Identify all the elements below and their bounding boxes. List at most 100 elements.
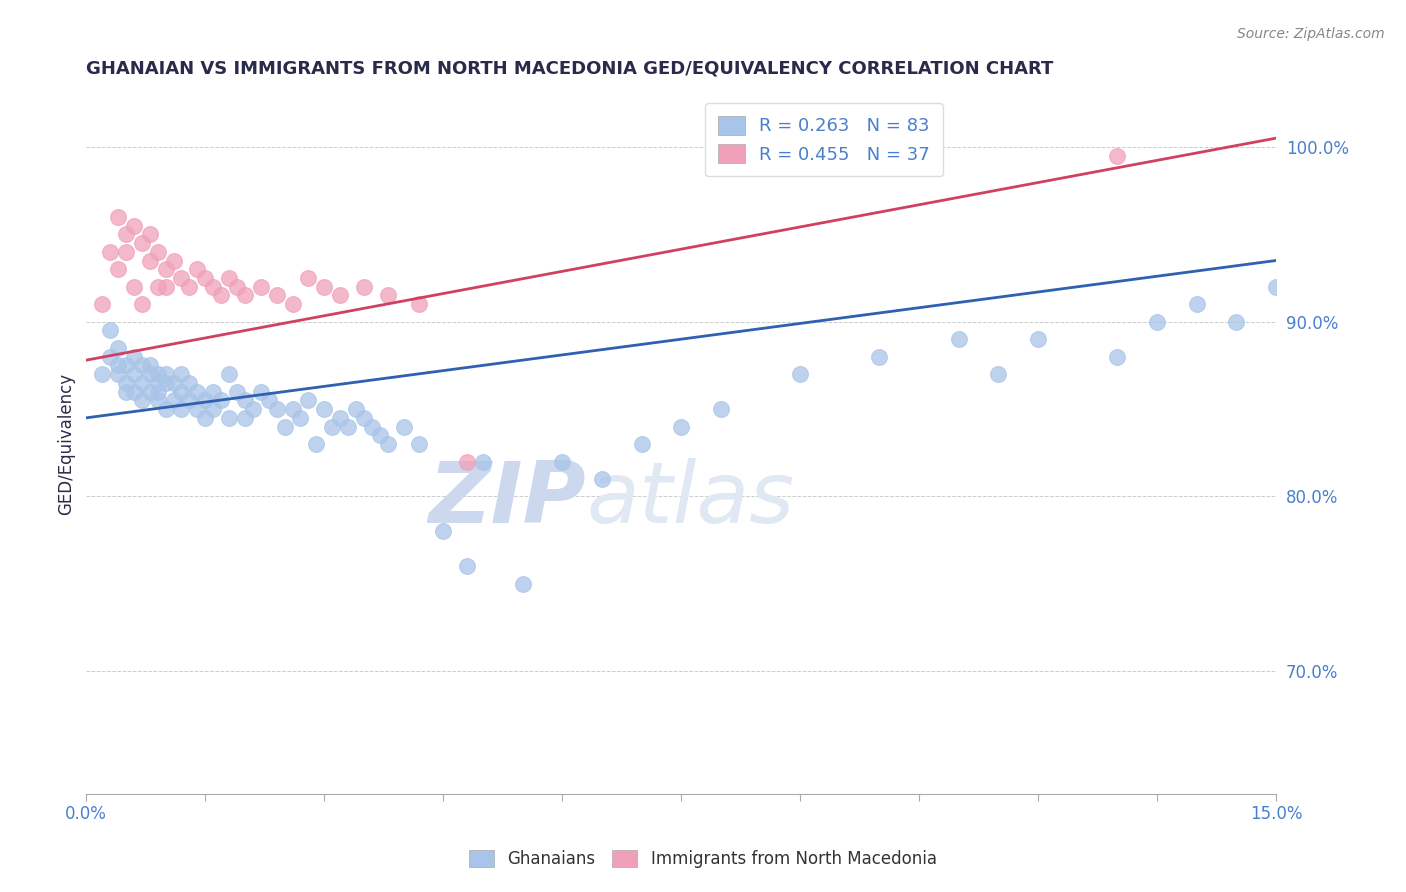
Point: [329, 288, 352, 302]
Point: [107, 210, 129, 224]
Point: [115, 359, 138, 373]
Point: [1146, 315, 1168, 329]
Point: [456, 559, 478, 574]
Point: [329, 410, 352, 425]
Point: [353, 279, 375, 293]
Point: [1026, 332, 1049, 346]
Point: [170, 271, 193, 285]
Point: [1107, 148, 1129, 162]
Legend: R = 0.263   N = 83, R = 0.455   N = 37: R = 0.263 N = 83, R = 0.455 N = 37: [706, 103, 943, 177]
Point: [669, 419, 692, 434]
Point: [249, 279, 271, 293]
Point: [512, 577, 534, 591]
Point: [146, 376, 169, 390]
Point: [91, 367, 114, 381]
Point: [155, 262, 177, 277]
Point: [139, 227, 162, 242]
Point: [392, 419, 415, 434]
Point: [202, 402, 225, 417]
Point: [139, 384, 162, 399]
Point: [630, 437, 652, 451]
Point: [297, 271, 319, 285]
Point: [273, 419, 295, 434]
Point: [226, 384, 249, 399]
Point: [122, 384, 145, 399]
Point: [186, 402, 208, 417]
Point: [107, 367, 129, 381]
Point: [1225, 315, 1247, 329]
Point: [146, 384, 169, 399]
Point: [146, 393, 169, 408]
Point: [146, 279, 169, 293]
Point: [115, 244, 138, 259]
Point: [456, 454, 478, 468]
Point: [368, 428, 391, 442]
Point: [233, 288, 256, 302]
Point: [242, 402, 264, 417]
Point: [155, 279, 177, 293]
Point: [115, 376, 138, 390]
Point: [131, 376, 153, 390]
Point: [107, 359, 129, 373]
Point: [202, 279, 225, 293]
Point: [233, 410, 256, 425]
Point: [314, 279, 336, 293]
Point: [353, 410, 375, 425]
Point: [337, 419, 360, 434]
Point: [115, 384, 138, 399]
Point: [1185, 297, 1208, 311]
Point: [869, 350, 891, 364]
Point: [131, 393, 153, 408]
Point: [789, 367, 811, 381]
Point: [146, 244, 169, 259]
Point: [162, 376, 184, 390]
Point: [98, 323, 121, 337]
Point: [107, 341, 129, 355]
Point: [249, 384, 271, 399]
Point: [194, 393, 217, 408]
Point: [202, 384, 225, 399]
Point: [170, 402, 193, 417]
Point: [146, 367, 169, 381]
Point: [710, 402, 733, 417]
Point: [305, 437, 328, 451]
Point: [233, 393, 256, 408]
Point: [179, 393, 201, 408]
Point: [179, 376, 201, 390]
Point: [170, 367, 193, 381]
Point: [209, 288, 232, 302]
Point: [122, 219, 145, 233]
Text: ZIP: ZIP: [429, 458, 586, 541]
Point: [122, 350, 145, 364]
Point: [471, 454, 494, 468]
Point: [139, 359, 162, 373]
Point: [408, 437, 430, 451]
Point: [194, 410, 217, 425]
Point: [139, 367, 162, 381]
Point: [290, 410, 312, 425]
Point: [170, 384, 193, 399]
Point: [1265, 279, 1288, 293]
Point: [179, 279, 201, 293]
Point: [122, 279, 145, 293]
Point: [218, 271, 240, 285]
Point: [218, 367, 240, 381]
Point: [155, 376, 177, 390]
Point: [987, 367, 1010, 381]
Point: [155, 402, 177, 417]
Legend: Ghanaians, Immigrants from North Macedonia: Ghanaians, Immigrants from North Macedon…: [463, 843, 943, 875]
Point: [377, 437, 399, 451]
Point: [91, 297, 114, 311]
Text: GHANAIAN VS IMMIGRANTS FROM NORTH MACEDONIA GED/EQUIVALENCY CORRELATION CHART: GHANAIAN VS IMMIGRANTS FROM NORTH MACEDO…: [86, 60, 1053, 78]
Point: [1107, 350, 1129, 364]
Point: [107, 262, 129, 277]
Point: [297, 393, 319, 408]
Point: [408, 297, 430, 311]
Text: Source: ZipAtlas.com: Source: ZipAtlas.com: [1237, 27, 1385, 41]
Point: [377, 288, 399, 302]
Point: [122, 367, 145, 381]
Point: [948, 332, 970, 346]
Point: [131, 235, 153, 250]
Point: [314, 402, 336, 417]
Point: [226, 279, 249, 293]
